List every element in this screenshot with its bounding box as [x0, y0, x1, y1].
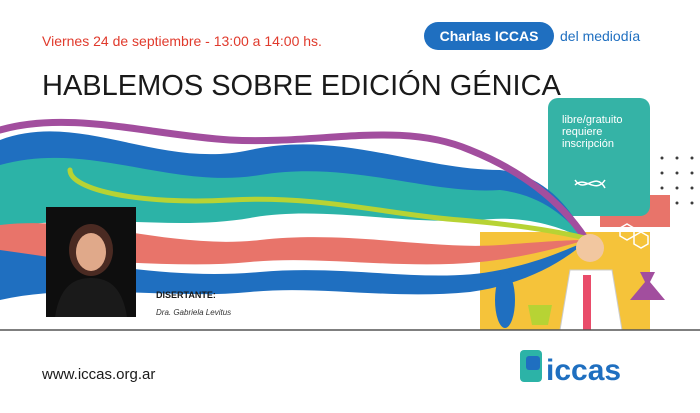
note-line: libre/gratuito: [562, 114, 623, 126]
science-icons: [574, 179, 649, 249]
badge: [424, 22, 554, 50]
event-date: Viernes 24 de septiembre - 13:00 a 14:00…: [42, 33, 322, 49]
note-card: [548, 98, 650, 216]
logo-text: iccas: [546, 354, 621, 387]
title: HABLEMOS SOBRE EDICIÓN GÉNICA: [42, 69, 562, 102]
badge-suffix: del mediodía: [560, 28, 640, 44]
note-line: inscripción: [562, 138, 614, 150]
speaker-name: Dra. Gabriela Levitus: [156, 308, 231, 317]
logo: iccas: [520, 350, 621, 387]
footer-url: www.iccas.org.ar: [41, 366, 155, 383]
dot-pattern: [660, 156, 694, 205]
speaker-photo: [46, 207, 136, 317]
speaker-label: DISERTANTE:: [156, 290, 216, 300]
badge-text: Charlas ICCAS: [440, 28, 539, 44]
note-line: requiere: [562, 126, 602, 138]
waves: [0, 118, 589, 300]
